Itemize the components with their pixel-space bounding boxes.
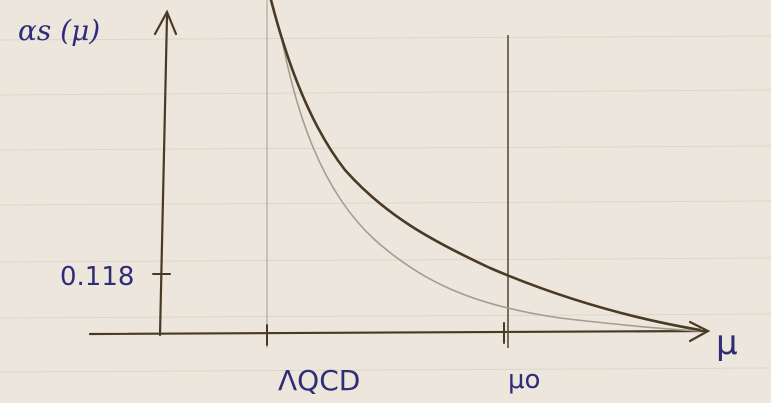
x-axis bbox=[88, 320, 711, 343]
dark-curve bbox=[269, 0, 702, 332]
ruled-lines bbox=[0, 35, 771, 373]
light-curve bbox=[281, 39, 701, 332]
lambda-qcd-label: ΛQCD bbox=[278, 364, 360, 397]
axis-ticks bbox=[152, 273, 505, 346]
mu0-label: μo bbox=[508, 365, 540, 395]
y-axis bbox=[153, 9, 178, 337]
y-axis-label: αs (μ) bbox=[18, 14, 100, 47]
y-tick-label: 0.118 bbox=[60, 262, 134, 292]
x-axis-label: μ bbox=[716, 323, 738, 363]
